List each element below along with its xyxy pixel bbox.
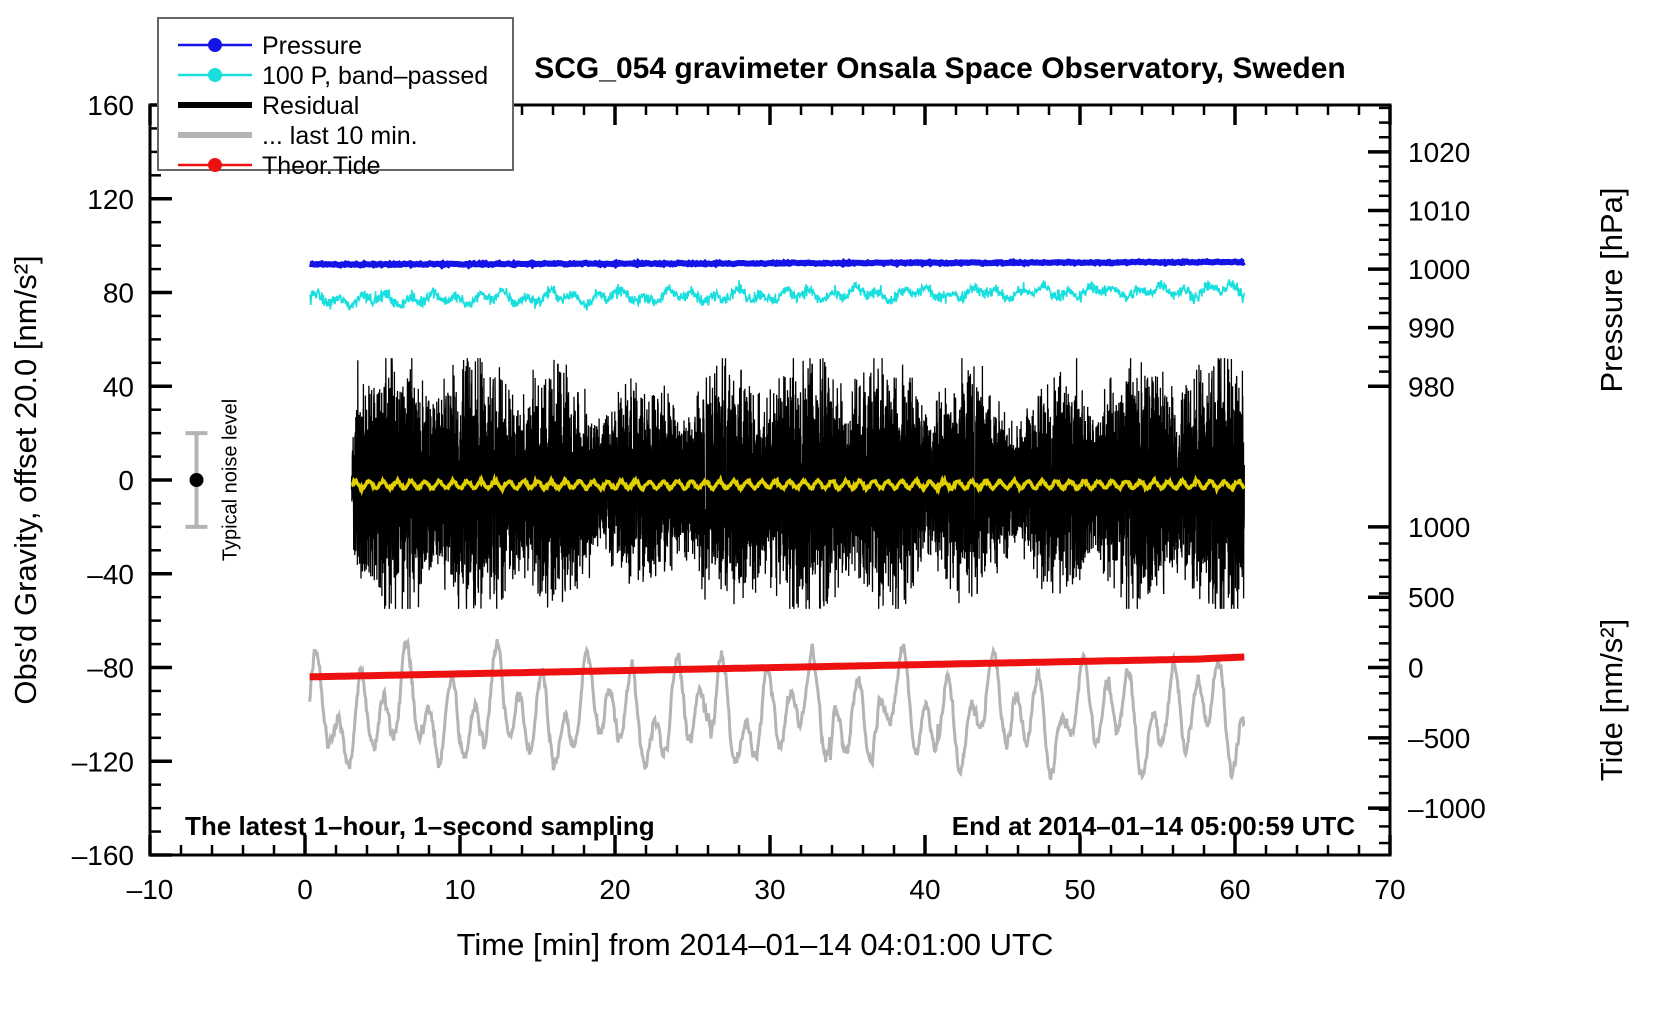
y-tick-label: –120 xyxy=(72,746,134,777)
y-tick-label: 160 xyxy=(87,90,134,121)
x-tick-label: 10 xyxy=(444,874,475,905)
x-tick-label: 40 xyxy=(909,874,940,905)
y-right-tick-label: 0 xyxy=(1408,653,1424,684)
y-right-tick-label: 990 xyxy=(1408,313,1455,344)
trace-theor-tide xyxy=(309,653,1245,681)
legend-label-4: Theor.Tide xyxy=(262,152,381,180)
y-tick-label: 120 xyxy=(87,184,134,215)
x-tick-label: 0 xyxy=(297,874,313,905)
y-right-tick-label: 1000 xyxy=(1408,254,1470,285)
noise-level-label: Typical noise level xyxy=(220,399,242,561)
legend-marker-4 xyxy=(208,158,222,172)
data-traces xyxy=(308,257,1246,781)
y-axis-left-title: Obs'd Gravity, offset 20.0 [nm/s²] xyxy=(8,255,43,704)
y-tick-label: –80 xyxy=(87,653,134,684)
trace-last-10-min xyxy=(308,636,1246,781)
y-tick-label: –160 xyxy=(72,840,134,871)
legend-marker-1 xyxy=(208,68,222,82)
x-tick-label: 70 xyxy=(1374,874,1405,905)
trace-pressure xyxy=(308,257,1246,271)
y-axis-pressure-title: Pressure [hPa] xyxy=(1594,187,1629,392)
trace-residual-smoothed xyxy=(350,472,1246,497)
y-axis-tide-title: Tide [nm/s²] xyxy=(1594,619,1629,782)
legend-label-1: 100 P, band–passed xyxy=(262,62,488,90)
legend-label-0: Pressure xyxy=(262,32,362,60)
legend-label-2: Residual xyxy=(262,92,359,120)
y-right-tick-label: –500 xyxy=(1408,723,1470,754)
chart-title: SCG_054 gravimeter Onsala Space Observat… xyxy=(534,52,1346,85)
y-tick-label: 0 xyxy=(118,465,134,496)
y-right-tick-label: 500 xyxy=(1408,582,1455,613)
x-tick-label: 30 xyxy=(754,874,785,905)
y-tick-label: 40 xyxy=(103,371,134,402)
x-tick-label: 60 xyxy=(1219,874,1250,905)
legend-label-3: ... last 10 min. xyxy=(262,122,418,150)
y-tick-label: –40 xyxy=(87,559,134,590)
annotation-bottom-right: End at 2014–01–14 05:00:59 UTC xyxy=(952,811,1355,841)
x-tick-label: 50 xyxy=(1064,874,1095,905)
x-axis-title: Time [min] from 2014–01–14 04:01:00 UTC xyxy=(457,927,1054,962)
legend-marker-0 xyxy=(208,38,222,52)
y-axis-left-ticks: –160 –120 –80 –40 0 40 80 120 160 xyxy=(72,90,172,871)
annotation-bottom-left: The latest 1–hour, 1–second sampling xyxy=(185,811,655,841)
y-axis-right-ticks: 980 990 1000 1010 1020 1000 500 0 –500 –1000 xyxy=(1368,106,1486,845)
trace-residual xyxy=(350,358,1245,609)
y-right-tick-label: –1000 xyxy=(1408,793,1486,824)
typical-noise-level-marker: Typical noise level xyxy=(185,399,242,561)
x-tick-label: 20 xyxy=(599,874,630,905)
y-tick-label: 80 xyxy=(103,278,134,309)
y-right-tick-label: 980 xyxy=(1408,371,1455,402)
y-right-tick-label: 1000 xyxy=(1408,512,1470,543)
x-tick-label: –10 xyxy=(127,874,174,905)
y-right-tick-label: 1010 xyxy=(1408,195,1470,226)
x-axis-ticks: –10 0 10 20 30 40 50 60 70 xyxy=(127,105,1406,905)
y-right-tick-label: 1020 xyxy=(1408,137,1470,168)
trace-band-passed xyxy=(308,279,1246,311)
